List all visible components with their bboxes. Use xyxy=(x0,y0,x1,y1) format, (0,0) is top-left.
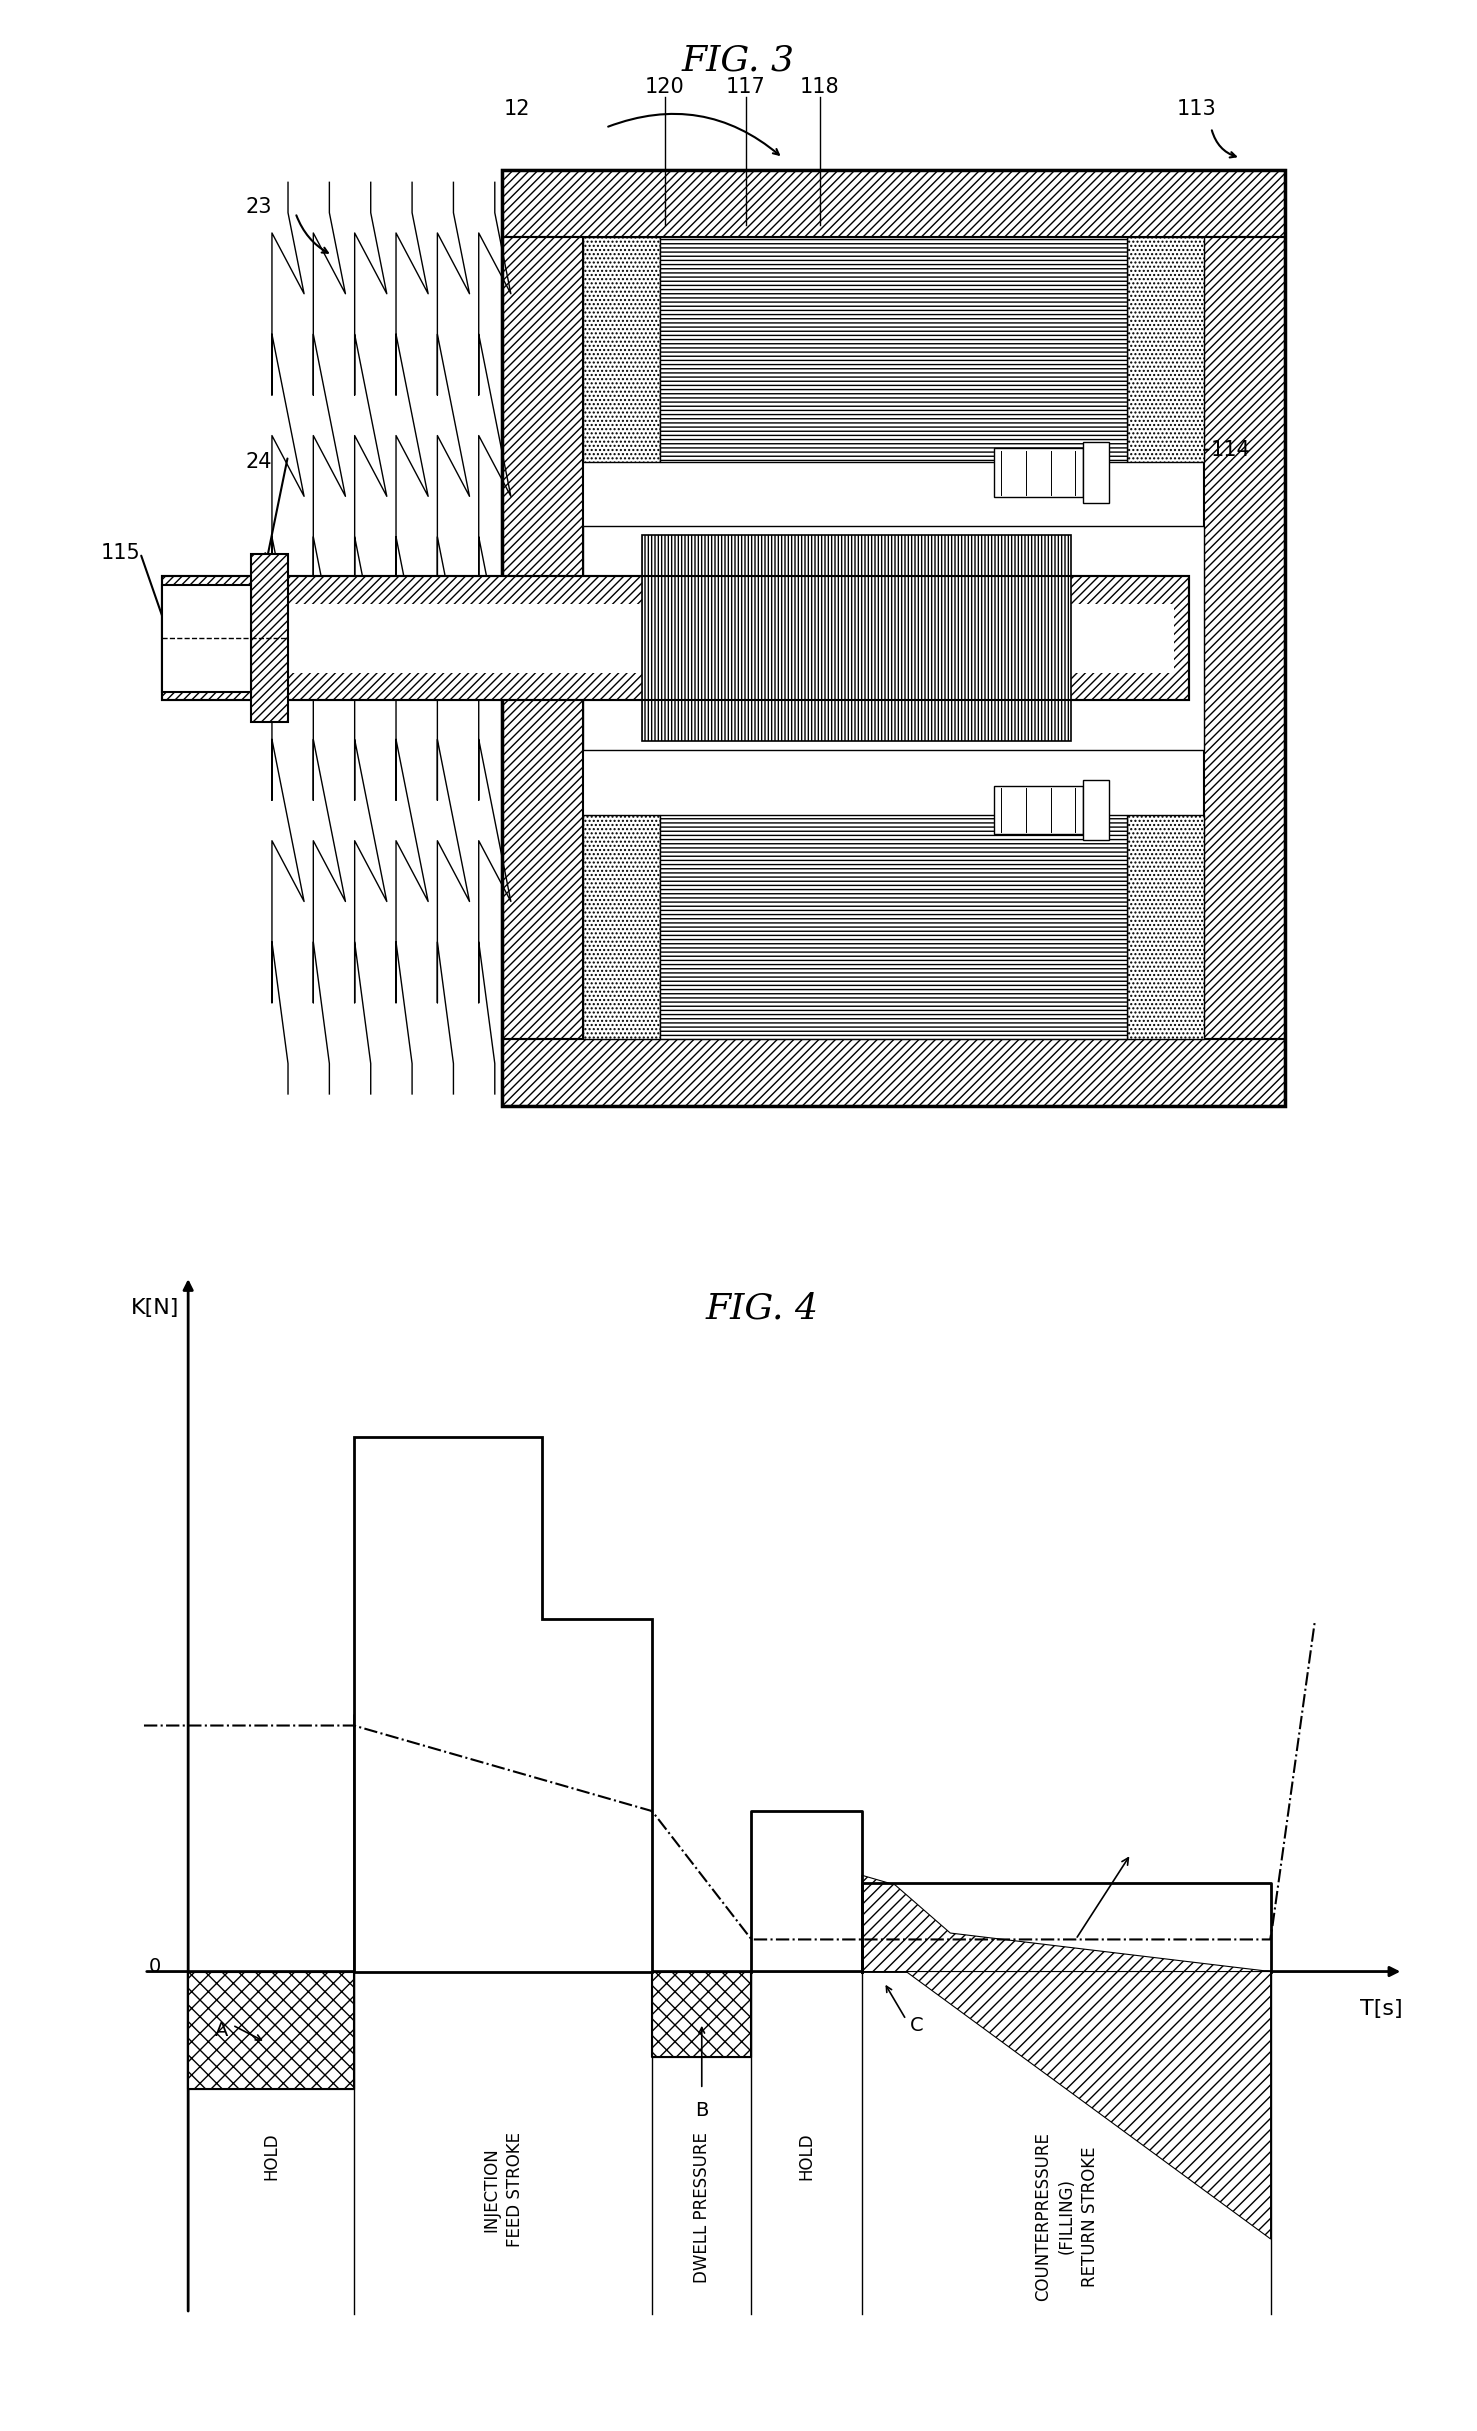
Text: 12: 12 xyxy=(504,100,530,119)
Bar xyxy=(583,525,1204,751)
Text: 115: 115 xyxy=(100,542,140,564)
Text: FIG. 3: FIG. 3 xyxy=(682,44,795,78)
Text: 113: 113 xyxy=(1177,100,1216,119)
Bar xyxy=(502,170,1285,1106)
Bar xyxy=(994,785,1083,834)
Text: 24: 24 xyxy=(245,452,272,472)
Text: 23: 23 xyxy=(245,197,272,216)
Bar xyxy=(583,525,1204,751)
Text: C: C xyxy=(910,2015,925,2035)
Bar xyxy=(1204,236,1285,1040)
Bar xyxy=(1127,814,1204,1040)
Text: INJECTION
FEED STROKE: INJECTION FEED STROKE xyxy=(482,2132,524,2246)
Bar xyxy=(660,236,1127,462)
Bar xyxy=(1127,236,1204,462)
Bar xyxy=(162,583,251,693)
Text: COUNTERPRESSURE
(FILLING)
RETURN STROKE: COUNTERPRESSURE (FILLING) RETURN STROKE xyxy=(1034,2132,1099,2300)
Text: HOLD: HOLD xyxy=(261,2132,281,2181)
Text: K[N]: K[N] xyxy=(131,1298,179,1318)
Bar xyxy=(660,814,1127,1040)
Bar xyxy=(162,576,1189,700)
Bar xyxy=(642,535,1071,741)
Text: FIG. 4: FIG. 4 xyxy=(706,1291,820,1325)
Bar xyxy=(583,814,660,1040)
Bar xyxy=(1083,442,1109,503)
Bar xyxy=(177,603,1174,673)
Bar xyxy=(502,170,1285,236)
Bar xyxy=(251,554,288,722)
Text: 120: 120 xyxy=(645,78,684,97)
Polygon shape xyxy=(354,1437,651,1972)
Text: 117: 117 xyxy=(727,78,765,97)
Text: T[s]: T[s] xyxy=(1360,1998,1402,2020)
Text: 0: 0 xyxy=(148,1957,161,1976)
Bar xyxy=(994,447,1083,496)
Bar xyxy=(162,576,1189,700)
Bar xyxy=(502,1040,1285,1106)
Bar xyxy=(583,236,660,462)
Text: HOLD: HOLD xyxy=(798,2132,815,2181)
Bar xyxy=(1083,780,1109,841)
Text: DWELL PRESSURE: DWELL PRESSURE xyxy=(693,2132,710,2283)
Text: 118: 118 xyxy=(801,78,839,97)
Text: A: A xyxy=(214,2020,227,2040)
Text: B: B xyxy=(696,2100,709,2120)
Bar xyxy=(502,236,583,1040)
Text: 114: 114 xyxy=(1211,440,1251,459)
